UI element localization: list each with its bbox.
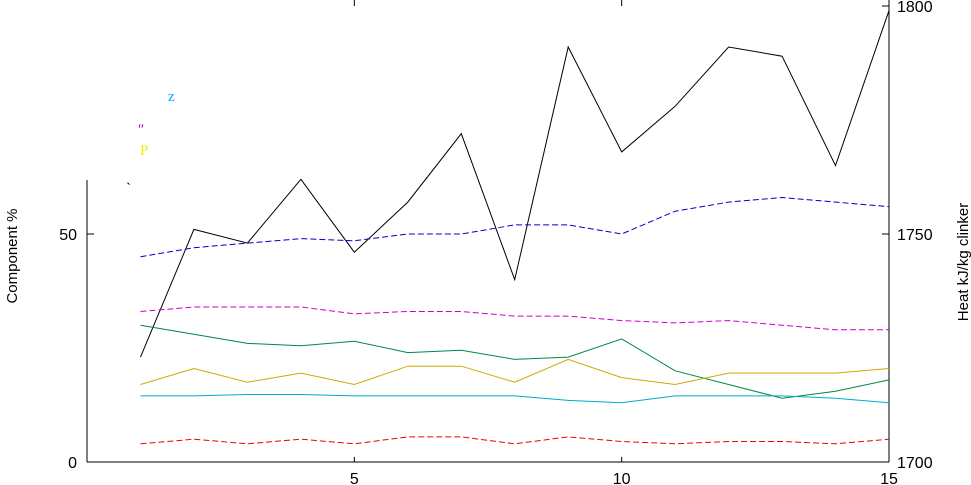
y-right-axis-title: Heat kJ/kg clinker — [955, 203, 971, 321]
x-tick-label: 15 — [880, 471, 898, 485]
y-left-tick-label: 50 — [59, 227, 77, 244]
legend-mark-4: ˎ — [126, 170, 131, 186]
series-line-4 — [140, 324, 890, 399]
y-left-tick-label: 0 — [68, 455, 77, 472]
y-right-tick-label: 1700 — [897, 455, 933, 472]
legend-layer: z ʺPˎ — [126, 89, 175, 186]
axes: 5 10 15 0 50 1700 1750 1800 Component % Heat kJ/k… — [4, 0, 971, 485]
series-line-3 — [140, 306, 889, 331]
series-layer — [140, 10, 890, 445]
x-tick-label: 5 — [350, 471, 359, 485]
legend-mark-2: ʺ — [138, 122, 144, 138]
y-right-tick-label: 1750 — [897, 227, 933, 244]
series-line-6 — [140, 394, 890, 404]
y-right-tick-label: 1800 — [897, 0, 933, 16]
series-line-5 — [140, 358, 890, 386]
series-line-2 — [140, 196, 890, 258]
series-line-1 — [140, 10, 890, 358]
series-line-7 — [140, 436, 890, 445]
legend-mark-1: z — [168, 89, 175, 105]
y-left-axis-title: Component % — [4, 208, 21, 303]
x-tick-label: 10 — [613, 471, 631, 485]
legend-mark-3: P — [140, 143, 148, 159]
